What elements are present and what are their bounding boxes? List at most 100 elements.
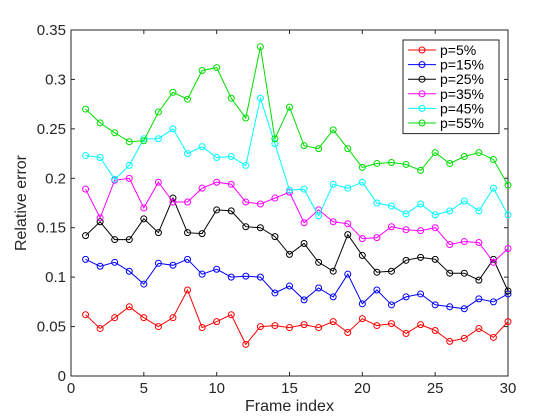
series-line [85,258,509,310]
data-point [256,273,264,281]
data-point [213,206,221,214]
data-point [154,259,162,267]
data-point [213,64,221,72]
legend-box [402,39,500,135]
data-point [460,269,468,277]
legend: p=5%p=15%p=25%p=35%p=45%p=55% [402,39,500,135]
data-point [271,233,279,241]
data-point [169,125,177,133]
data-point [300,296,308,304]
data-point [446,269,454,277]
data-point [417,166,425,174]
data-point [198,270,206,278]
data-point [184,286,192,294]
series-p-5- [82,286,512,348]
x-tick-label: 20 [354,380,371,397]
data-point [402,256,410,264]
data-point [286,250,293,258]
data-point [329,218,337,226]
data-point [96,262,104,270]
data-point [198,184,206,192]
data-point [431,149,439,157]
data-point [125,138,133,146]
data-point [271,322,279,330]
data-point [96,325,104,333]
data-point [184,255,192,263]
data-point [315,258,323,266]
data-point [227,311,235,319]
data-point [286,282,293,290]
data-point [373,159,381,167]
data-point [315,145,323,153]
data-point [140,135,148,143]
data-point [358,235,366,243]
data-point [96,154,104,162]
data-point [475,207,483,215]
data-point [213,318,221,326]
x-axis-label: Frame index [245,398,334,415]
data-point [125,236,133,244]
data-point [111,258,119,266]
data-point [96,214,104,222]
data-point [446,207,454,215]
x-tick-label: 25 [427,380,444,397]
y-tick-label: 0.25 [37,121,66,138]
data-point [489,258,497,266]
data-point [111,175,119,183]
data-point [184,229,192,237]
data-point [387,158,395,166]
data-point [446,303,454,311]
data-point [315,284,323,292]
data-point [344,220,352,228]
data-point [358,251,366,259]
data-point [446,337,454,345]
legend-entry: p=45% [440,100,484,116]
y-tick-label: 0.05 [37,319,66,336]
data-point [402,293,410,301]
data-point [82,152,90,160]
data-point [198,230,206,238]
data-point [198,324,206,332]
data-point [387,202,395,210]
data-point [213,154,221,162]
data-point [417,200,425,208]
data-point [504,318,512,326]
data-point [125,161,133,169]
data-point [125,174,133,182]
data-point [227,273,235,281]
data-point [344,231,352,239]
data-point [213,265,221,273]
data-point [140,215,148,223]
data-point [460,334,468,342]
data-point [154,229,162,237]
data-point [227,180,235,188]
series-p-35- [82,174,512,266]
data-point [242,198,250,206]
data-point [373,234,381,242]
x-tick-label: 0 [67,380,75,397]
data-point [489,333,497,341]
data-point [242,272,250,280]
data-point [460,238,468,246]
data-point [300,185,308,193]
data-point [431,224,439,232]
data-point [154,323,162,331]
data-point [271,289,279,297]
legend-marker [418,90,426,98]
data-point [300,142,308,150]
y-axis-label: Relative error [13,154,30,251]
data-point [373,322,381,330]
data-point [154,135,162,143]
legend-marker [418,75,426,83]
data-point [184,95,192,103]
series-p-25- [82,194,512,295]
data-point [431,327,439,335]
data-point [460,305,468,313]
data-point [358,163,366,171]
data-point [387,301,395,309]
data-point [504,287,512,295]
data-point [402,226,410,234]
legend-entry: p=35% [440,86,484,102]
data-point [242,223,250,231]
